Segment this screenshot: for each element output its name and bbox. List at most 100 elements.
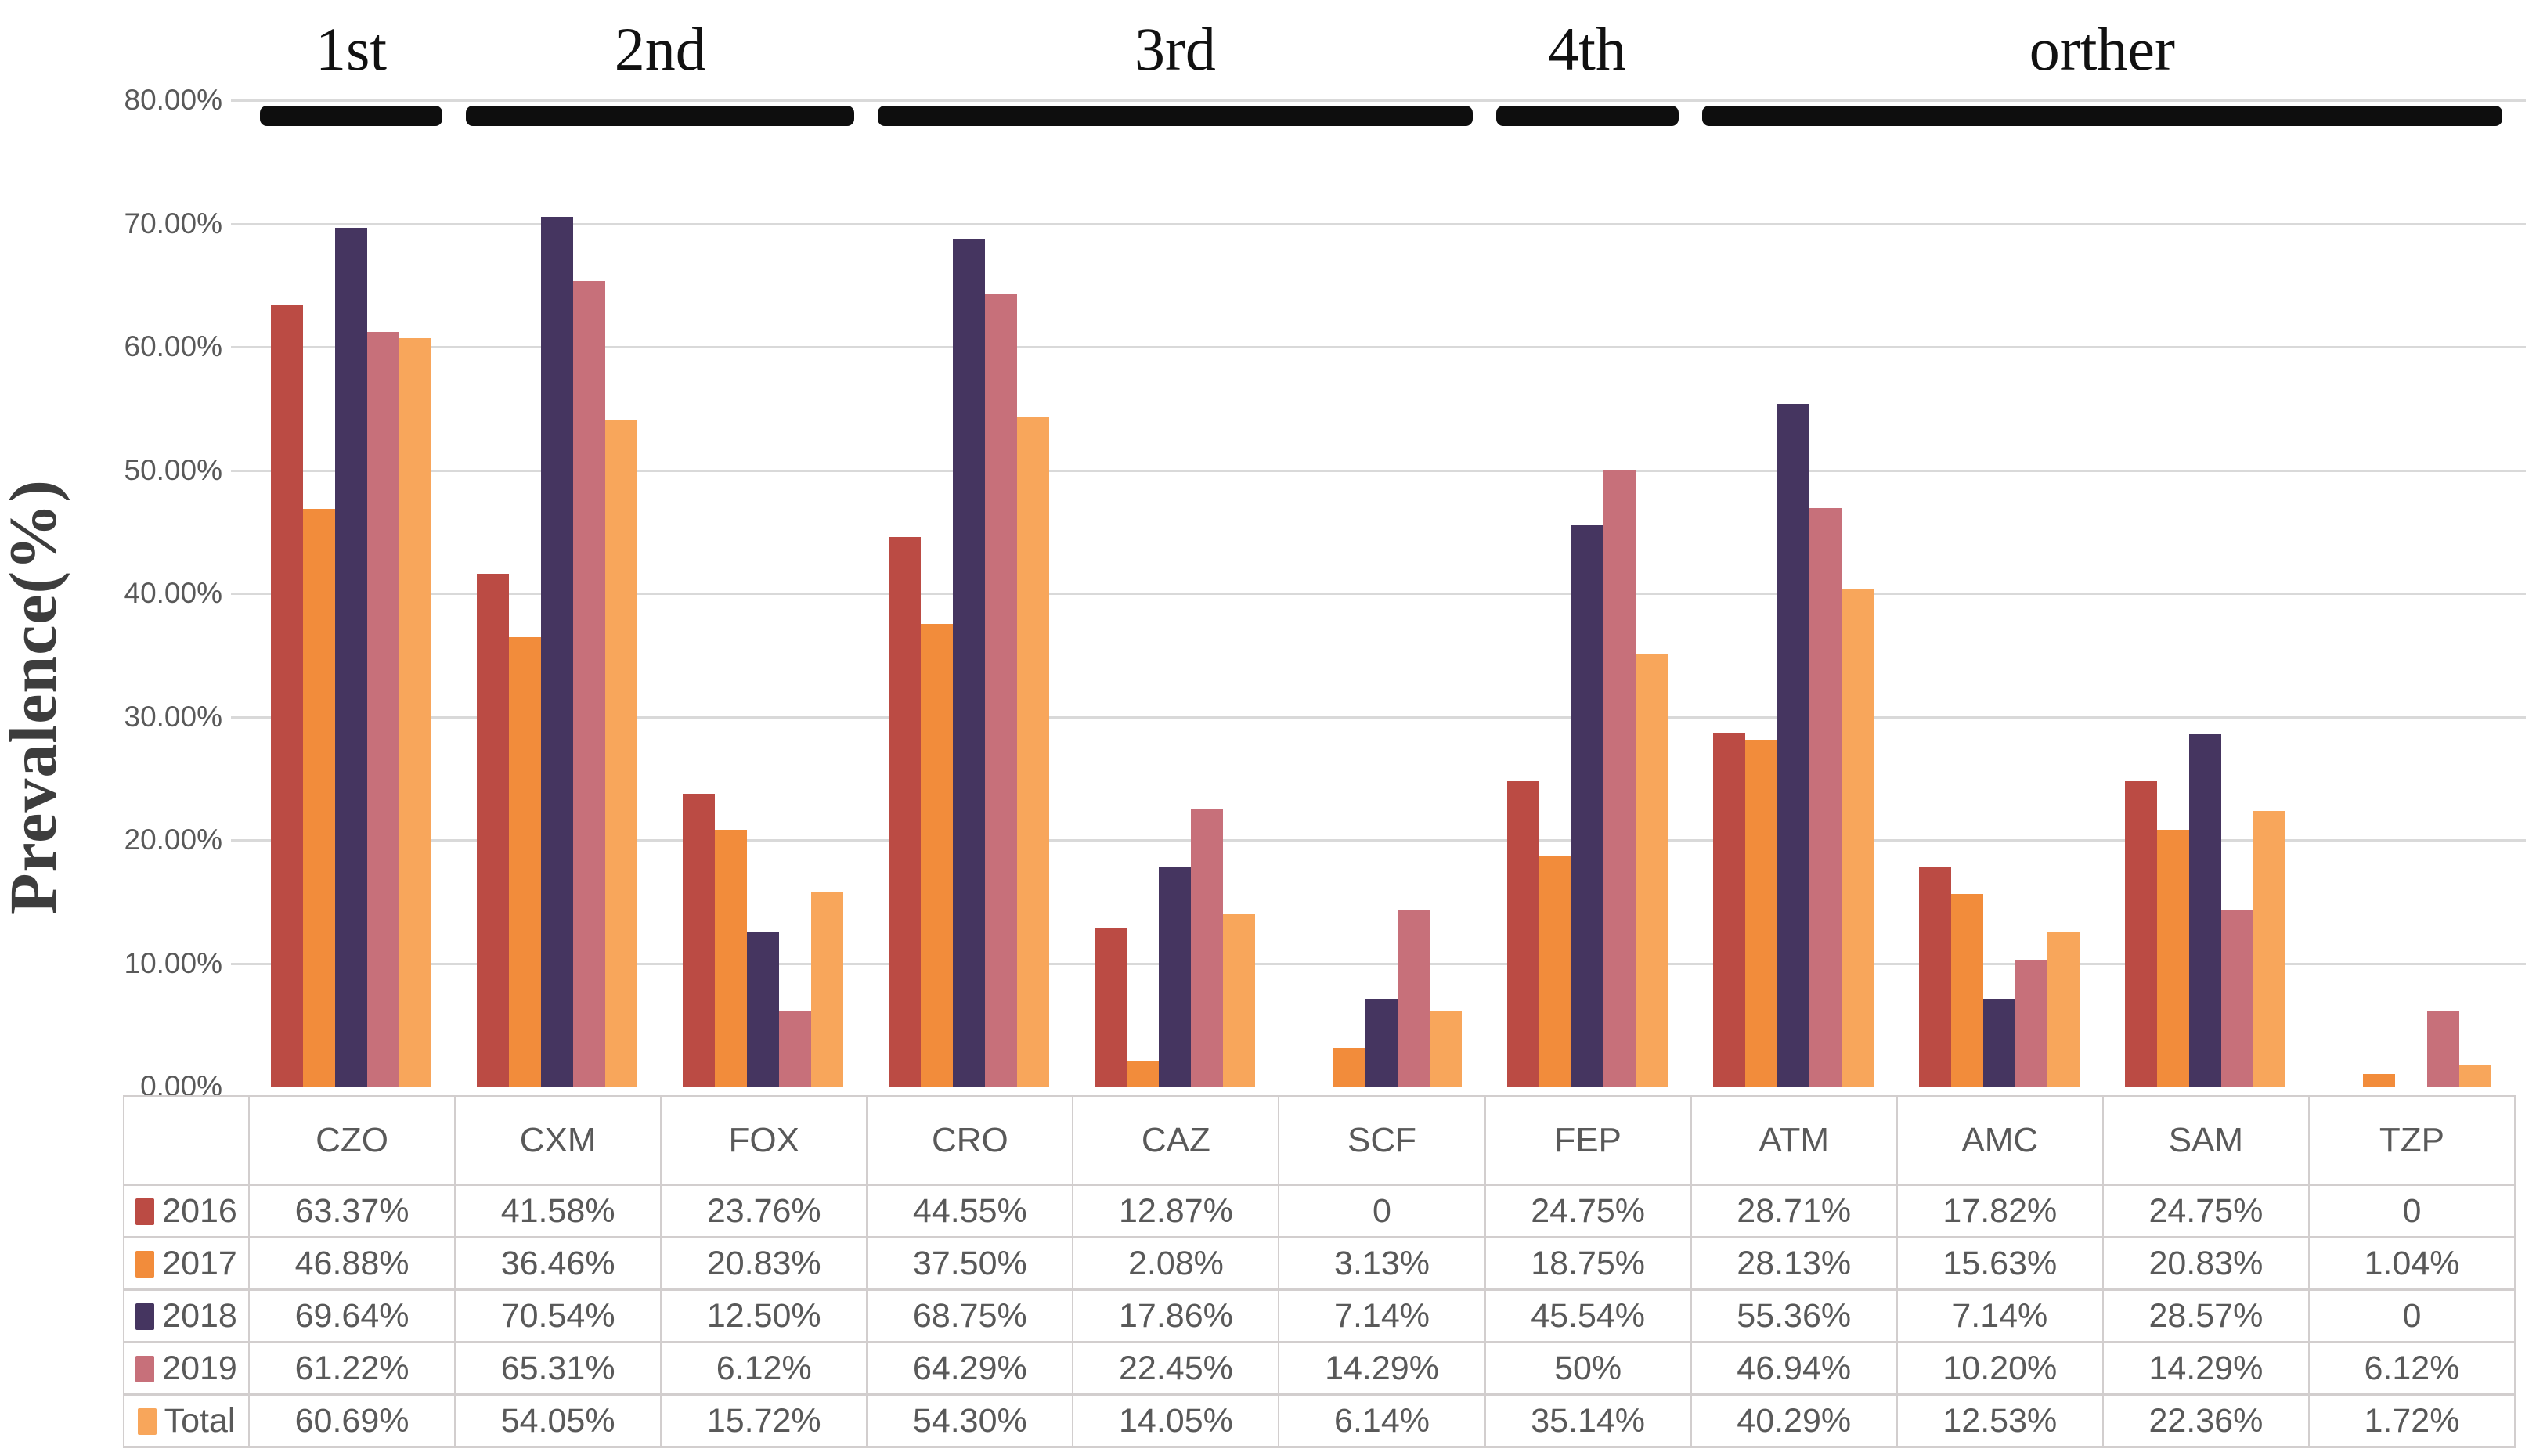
group-underline-3rd [878,106,1473,126]
bar-2017-TZP [2363,1074,2396,1087]
table-row-2018: 2018 69.64% 70.54% 12.50% 68.75% 17.86% 7.14% 4… [123,1288,2516,1343]
legend-2018: 2018 [123,1288,250,1343]
legend-swatch-2017 [135,1250,155,1278]
bar-2019-SCF [1397,910,1430,1087]
table-head: CZO CXM FOX CRO CAZ SCF FEP ATM AMC SAM TZP [123,1095,2516,1186]
bar-2017-CXM [509,637,542,1087]
bar-2019-CRO [985,294,1018,1087]
group-underline-4th [1495,106,1679,126]
col-header-AMC: AMC [1896,1095,2104,1186]
y-tick-label-10: 10.00% [124,946,223,979]
group-label-3rd: 3rd [1134,15,1216,83]
group-label-2nd: 2nd [614,15,706,83]
bar-Total-SCF [1429,1011,1462,1087]
bar-2018-SCF [1365,999,1398,1087]
cell-2017-TZP: 1.04% [2307,1236,2516,1291]
legend-swatch-Total [137,1407,157,1435]
table-row-2019: 2019 61.22% 65.31% 6.12% 64.29% 22.45% 14.29% 5… [123,1341,2516,1396]
bar-Total-FEP [1635,654,1668,1087]
col-header-FEP: FEP [1484,1095,1692,1186]
bar-2016-SAM [2124,781,2157,1087]
bar-group-CZO [248,100,454,1087]
cell-2016-CZO: 63.37% [247,1184,456,1238]
y-tick-label-80: 80.00% [124,84,223,116]
group-label-orther: orther [2029,15,2175,83]
bar-2017-CAZ [1127,1061,1160,1087]
cell-Total-FEP: 35.14% [1484,1393,1692,1448]
legend-Total: Total [123,1393,250,1448]
bar-Total-CXM [605,420,638,1087]
bar-2019-AMC [2015,960,2047,1087]
legend-label-Total: Total [164,1401,236,1440]
bar-2018-CAZ [1159,867,1192,1087]
bar-2019-CXM [573,281,606,1087]
bar-2017-FOX [715,830,748,1087]
cell-2018-TZP: 0 [2307,1288,2516,1343]
cell-2017-CZO: 46.88% [247,1236,456,1291]
bar-2016-CXM [477,574,510,1087]
cell-2018-AMC: 7.14% [1896,1288,2104,1343]
cell-Total-SCF: 6.14% [1278,1393,1486,1448]
cell-2016-FOX: 23.76% [660,1184,868,1238]
y-tick-label-30: 30.00% [124,700,223,733]
bar-Total-CAZ [1223,914,1256,1087]
cell-2017-ATM: 28.13% [1690,1236,1898,1291]
table-header-row: CZO CXM FOX CRO CAZ SCF FEP ATM AMC SAM TZP [123,1095,2516,1186]
bar-2017-AMC [1950,894,1983,1087]
legend-swatch-2019 [135,1355,155,1382]
cell-2018-CZO: 69.64% [247,1288,456,1343]
cell-2016-CAZ: 12.87% [1072,1184,1280,1238]
bar-2019-FOX [779,1011,812,1087]
bar-group-CAZ [1072,100,1278,1087]
cell-2016-SCF: 0 [1278,1184,1486,1238]
bar-group-SCF [1279,100,1484,1087]
legend-label-2018: 2018 [162,1296,237,1335]
cell-2018-FEP: 45.54% [1484,1288,1692,1343]
cell-2019-CRO: 64.29% [866,1341,1074,1396]
y-axis-title: Prevalence(%) [0,479,70,914]
cell-2018-CRO: 68.75% [866,1288,1074,1343]
cell-2018-CXM: 70.54% [454,1288,662,1343]
bar-2017-CZO [303,509,336,1087]
bar-2018-ATM [1777,404,1809,1087]
cell-2019-SAM: 14.29% [2101,1341,2310,1396]
bar-Total-CRO [1017,417,1050,1087]
legend-2016: 2016 [123,1184,250,1238]
cell-2018-FOX: 12.50% [660,1288,868,1343]
bar-2019-CZO [367,332,400,1087]
bar-2016-ATM [1712,733,1745,1087]
bar-Total-CZO [399,338,432,1087]
legend-2019: 2019 [123,1341,250,1396]
gridline-50 [231,469,2526,472]
bar-2018-FEP [1571,525,1603,1087]
cell-2017-SAM: 20.83% [2101,1236,2310,1291]
cell-Total-CRO: 54.30% [866,1393,1074,1448]
cell-2016-FEP: 24.75% [1484,1184,1692,1238]
col-header-TZP: TZP [2307,1095,2516,1186]
bar-2019-TZP [2427,1011,2460,1087]
bar-2018-CXM [541,217,574,1087]
cell-2016-TZP: 0 [2307,1184,2516,1238]
table-corner-cell [123,1095,250,1186]
bar-Total-ATM [1841,589,1874,1087]
table-row-2017: 2017 46.88% 36.46% 20.83% 37.50% 2.08% 3.13% 18… [123,1236,2516,1291]
bar-Total-SAM [2253,811,2285,1087]
bar-2018-CZO [335,228,368,1087]
col-header-CZO: CZO [247,1095,456,1186]
cell-2018-CAZ: 17.86% [1072,1288,1280,1343]
cell-2018-SAM: 28.57% [2101,1288,2310,1343]
cell-2016-ATM: 28.71% [1690,1184,1898,1238]
legend-label-2017: 2017 [162,1244,237,1282]
cell-Total-FOX: 15.72% [660,1393,868,1448]
data-table: CZO CXM FOX CRO CAZ SCF FEP ATM AMC SAM TZP 2016 63.… [123,1095,2516,1448]
col-header-SAM: SAM [2101,1095,2310,1186]
cell-2019-TZP: 6.12% [2307,1341,2516,1396]
cell-2019-CZO: 61.22% [247,1341,456,1396]
bar-2016-AMC [1918,867,1951,1087]
cell-2017-AMC: 15.63% [1896,1236,2104,1291]
group-underline-2nd [466,106,855,126]
col-header-FOX: FOX [660,1095,868,1186]
bar-2017-SAM [2156,830,2189,1087]
bar-group-SAM [2102,100,2308,1087]
bar-2018-CRO [953,239,986,1087]
